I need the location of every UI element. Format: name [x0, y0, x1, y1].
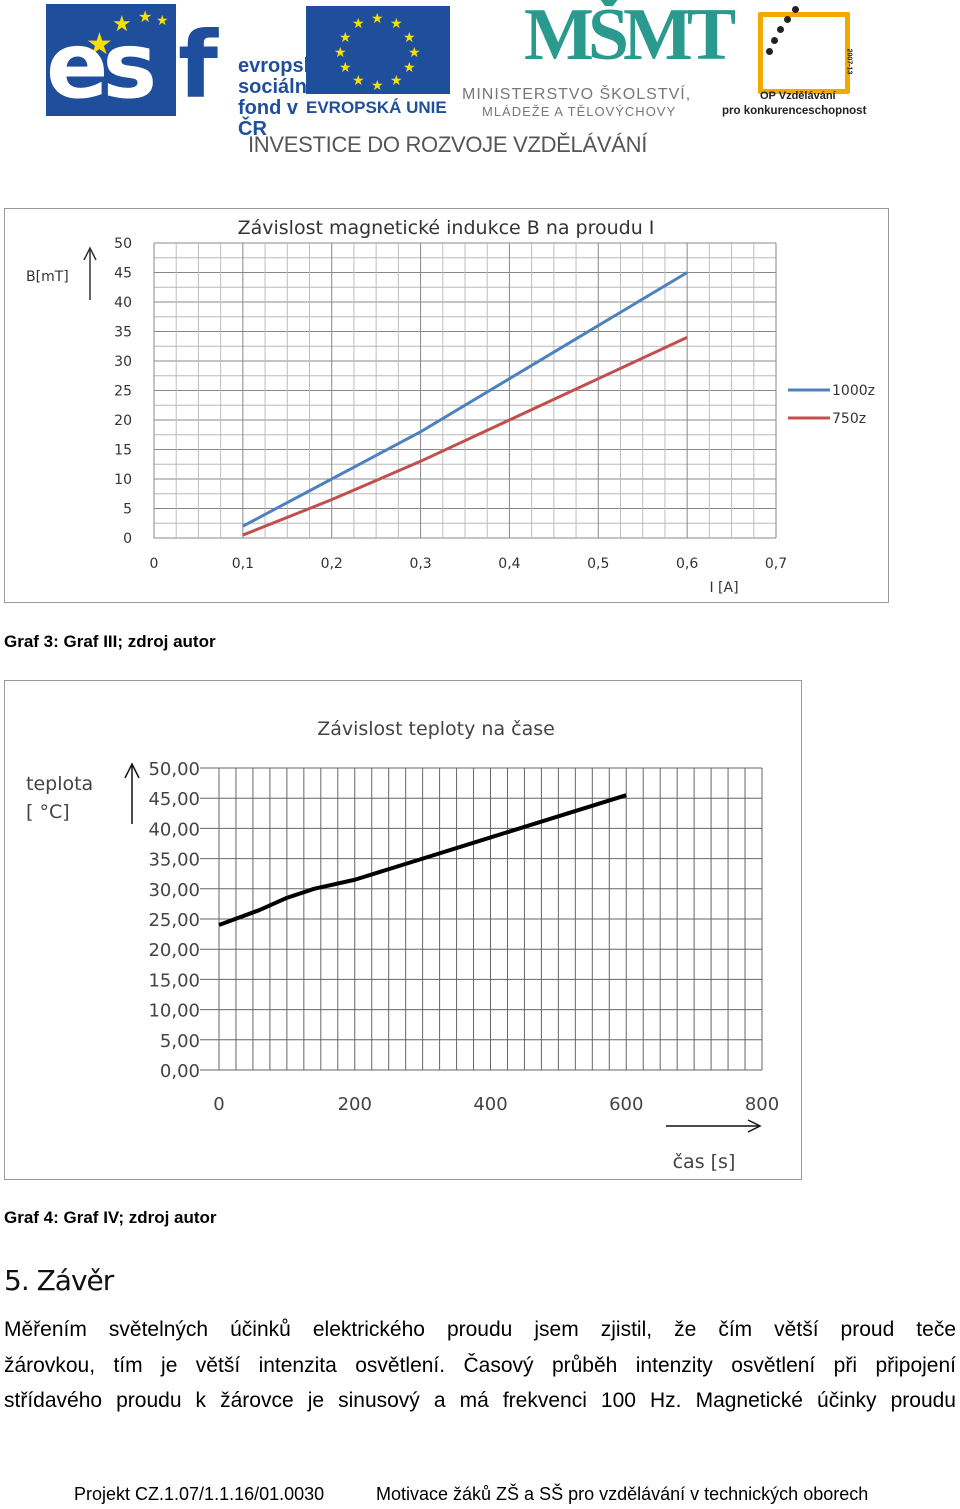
chart1-x-tick-label: 0,2: [321, 556, 343, 572]
chart2-y-tick-label: 30,00: [148, 880, 200, 901]
esf-star-icon: ★: [86, 27, 113, 62]
caption-graf4: Graf 4: Graf IV; zdroj autor: [4, 1208, 217, 1227]
chart2-y-tick-label: 0,00: [160, 1061, 200, 1082]
eu-flag-icon: ★ ★ ★ ★ ★ ★ ★ ★ ★ ★ ★ ★: [306, 6, 450, 94]
footer-project: Projekt CZ.1.07/1.1.16/01.0030: [74, 1484, 325, 1504]
chart2-y-tick-label: 50,00: [148, 759, 200, 780]
msmt-line2: MLÁDEŽE A TĚLOVÝCHOVY: [482, 104, 677, 119]
chart1-legend-label: 750z: [832, 411, 866, 427]
chart2-x-tick-label: 400: [473, 1094, 507, 1115]
investice-slogan: INVESTICE DO ROZVOJE VZDĚLÁVÁNÍ: [248, 132, 648, 157]
chart2-x-arrow-icon: [666, 1119, 762, 1133]
chart1-legend-label: 1000z: [832, 383, 875, 399]
chart1-x-tick-label: 0,5: [587, 556, 609, 572]
chart-magnetic-induction-svg: Závislost magnetické indukce B na proudu…: [4, 208, 889, 603]
chart1-x-tick-label: 0,1: [232, 556, 254, 572]
msmt-line1: MINISTERSTVO ŠKOLSTVÍ,: [462, 86, 692, 103]
chart1-x-axis-label: I [A]: [709, 580, 738, 596]
op-dot-icon: [771, 37, 778, 44]
chart1-x-tick-label: 0,3: [409, 556, 431, 572]
chart2-frame: [4, 680, 802, 1180]
esf-logo-text: evropský sociální fond v ČR: [238, 56, 326, 140]
op-line1: OP Vzdělávání: [760, 90, 836, 102]
esf-logo-background: [46, 4, 176, 116]
esf-line1: evropský: [238, 55, 326, 77]
chart1-series-line-1000z: [242, 271, 688, 528]
chart1-y-tick-label: 40: [114, 295, 132, 311]
op-line2: pro konkurenceschopnost: [722, 105, 867, 117]
chart2-x-tick-label: 0: [213, 1094, 224, 1115]
section-title: 5. Závěr: [4, 1264, 114, 1297]
chart1-y-tick-label: 35: [114, 325, 132, 341]
chart1-y-tick-label: 5: [123, 502, 132, 518]
chart1-y-tick-label: 45: [114, 266, 132, 282]
chart-temperature-time: Závislost teploty na čase teplota [ °C] …: [4, 680, 804, 1182]
chart2-y-tick-label: 35,00: [148, 850, 200, 871]
chart1-x-tick-label: 0: [150, 556, 159, 572]
esf-star-icon: ★: [112, 12, 132, 37]
chart1-y-tick-label: 25: [114, 384, 132, 400]
chart1-series-line-750z: [242, 336, 688, 537]
chart1-x-tick-label: 0,4: [498, 556, 520, 572]
op-frame-icon: [758, 12, 850, 94]
chart1-y-tick-label: 20: [114, 413, 132, 429]
header-logos: ★ ★ ★ ★ es f evropský sociální fond v ČR…: [0, 0, 960, 170]
eu-label: EVROPSKÁ UNIE: [306, 98, 447, 117]
chart2-y-tick-label: 10,00: [148, 1001, 200, 1022]
caption-graf3: Graf 3: Graf III; zdroj autor: [4, 632, 216, 651]
chart1-y-tick-label: 50: [114, 236, 132, 252]
esf-line3: fond v ČR: [238, 97, 298, 140]
chart1-y-tick-label: 0: [123, 531, 132, 547]
chart1-x-tick-label: 0,7: [765, 556, 787, 572]
esf-logo-f: f: [178, 12, 219, 119]
esf-star-icon: ★: [138, 7, 153, 26]
eu-logo: ★ ★ ★ ★ ★ ★ ★ ★ ★ ★ ★ ★ EVROPSKÁ UNIE: [306, 6, 450, 118]
chart1-x-tick-label: 0,6: [676, 556, 698, 572]
chart2-y-tick-label: 45,00: [148, 789, 200, 810]
op-years: 2007-13: [845, 48, 853, 75]
op-dot-icon: [784, 16, 791, 23]
chart2-x-tick-label: 200: [338, 1094, 372, 1115]
esf-logo-letters: es: [46, 12, 157, 119]
op-dot-icon: [766, 48, 773, 55]
chart2-y-tick-label: 20,00: [148, 940, 200, 961]
paragraph-line: žárovkou, tím je větší intenzita osvětle…: [4, 1353, 956, 1377]
chart1-y-tick-label: 30: [114, 354, 132, 370]
footer-motto: Motivace žáků ZŠ a SŠ pro vzdělávání v t…: [376, 1484, 869, 1504]
chart-temperature-time-svg: Závislost teploty na čase teplota [ °C] …: [4, 680, 802, 1180]
esf-star-icon: ★: [156, 13, 169, 29]
chart2-title: Závislost teploty na čase: [317, 718, 555, 740]
chart-magnetic-induction: Závislost magnetické indukce B na proudu…: [4, 208, 890, 604]
chart1-y-axis-label: B[mT]: [26, 269, 69, 285]
msmt-mark: MŠMT: [524, 0, 736, 76]
chart2-y-tick-label: 40,00: [148, 819, 200, 840]
paragraph-line: střídavého proudu k žárovce je sinusový …: [4, 1389, 956, 1412]
section-paragraph: Měřením světelných účinků elektrického p…: [4, 1312, 956, 1419]
chart2-y-tick-label: 5,00: [160, 1031, 200, 1052]
chart1-y-tick-label: 10: [114, 472, 132, 488]
chart2-y-axis-label-line1: teplota: [26, 773, 93, 795]
chart2-y-arrow-icon: [124, 762, 140, 824]
esf-logo: ★ ★ ★ ★ es f evropský sociální fond v ČR: [46, 4, 326, 140]
chart2-x-axis-label: čas [s]: [673, 1151, 736, 1173]
chart2-y-tick-label: 25,00: [148, 910, 200, 931]
chart2-x-tick-label: 600: [609, 1094, 643, 1115]
chart1-y-arrow-icon: [83, 246, 97, 300]
op-dot-icon: [792, 6, 799, 13]
chart2-x-tick-label: 800: [745, 1094, 779, 1115]
chart1-y-tick-label: 15: [114, 443, 132, 459]
op-logo: 2007-13 OP Vzdělávání pro konkurencescho…: [722, 4, 892, 120]
chart1-title: Závislost magnetické indukce B na proudu…: [238, 217, 655, 239]
op-dot-icon: [777, 26, 784, 33]
msmt-logo: MŠMT MINISTERSTVO ŠKOLSTVÍ, MLÁDEŽE A TĚ…: [462, 0, 736, 120]
chart2-y-tick-label: 15,00: [148, 970, 200, 991]
chart2-y-axis-label-line2: [ °C]: [26, 801, 70, 823]
paragraph-line: Měřením světelných účinků elektrického p…: [4, 1318, 956, 1341]
chart2-series-line: [218, 793, 627, 927]
esf-line2: sociální: [238, 76, 313, 98]
